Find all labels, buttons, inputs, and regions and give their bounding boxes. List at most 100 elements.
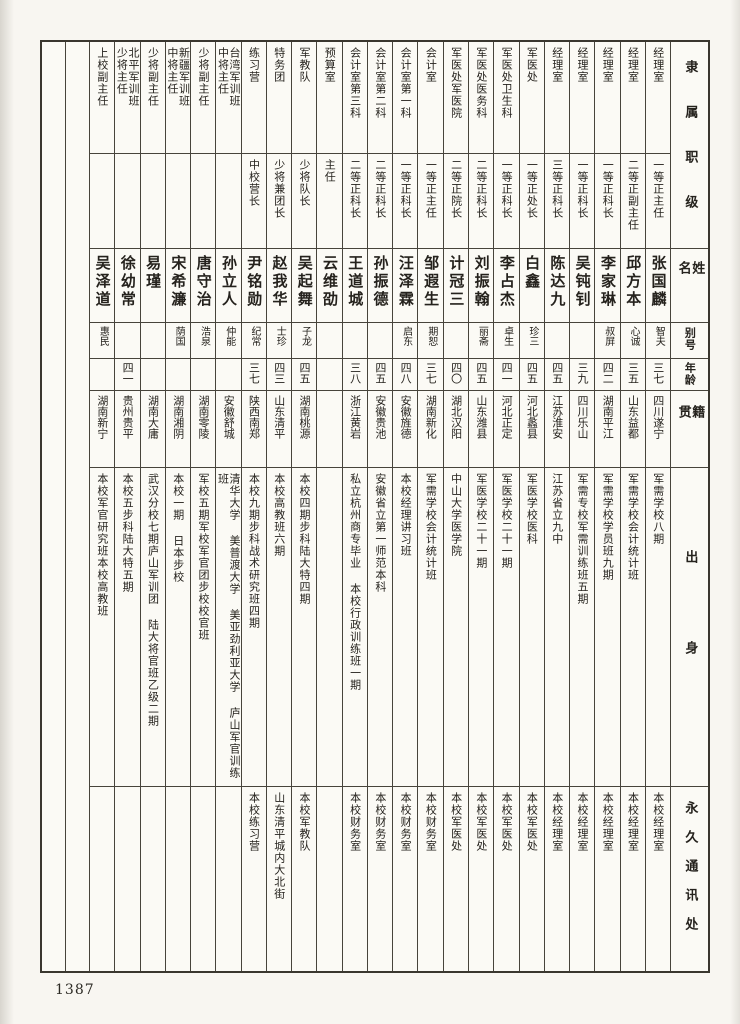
person-column-吴泽道: 上校副主任 吴泽道 惠民 湖南新宁 本校军官研究班本校高教班 bbox=[90, 42, 116, 971]
name-text: 陈达九 bbox=[548, 255, 567, 310]
address-text: 本校军医处 bbox=[500, 791, 514, 852]
alias-cell: 启东 bbox=[393, 323, 418, 359]
native-place-cell: 安徽舒城 bbox=[216, 391, 241, 469]
unit-cell: 经理室 bbox=[620, 42, 645, 154]
unit-cell: 经理室 bbox=[645, 42, 671, 154]
age-text: 四三 bbox=[272, 361, 286, 384]
address-cell: 本校财务室 bbox=[418, 787, 442, 971]
unit-text: 练习营 bbox=[247, 47, 261, 83]
alias-cell bbox=[342, 323, 367, 359]
age-text: 四五 bbox=[474, 361, 488, 384]
age-cell: 三八 bbox=[342, 359, 367, 391]
person-column-吴钝钊: 经理室 一等正科长 吴钝钊 三九 四川乐山 军需专校军需训练班五期 本校经理室 bbox=[570, 42, 596, 971]
alias-cell: 心诚 bbox=[620, 323, 645, 359]
page-number: 1387 bbox=[55, 982, 95, 998]
unit-text: 预算室 bbox=[323, 47, 337, 83]
person-column-白鑫: 军医处 一等正处长 白鑫 珍三 四五 河北蠡县 军医学校医科 本校军医处 bbox=[519, 42, 545, 971]
alias-cell: 士珍 bbox=[266, 323, 292, 359]
name-text: 尹铭勋 bbox=[245, 255, 264, 310]
empty-column bbox=[42, 42, 66, 971]
address-cell bbox=[90, 787, 114, 971]
name-cell: 孙振德 bbox=[367, 249, 393, 323]
alias-cell bbox=[317, 323, 342, 359]
native-place-cell: 河北正定 bbox=[494, 391, 519, 469]
rank-cell: 一等正科长 bbox=[595, 154, 620, 250]
unit-text: 军教队 bbox=[298, 47, 312, 83]
alias-cell bbox=[443, 323, 468, 359]
age-cell: 四〇 bbox=[443, 359, 468, 391]
native-text: 河北蠡县 bbox=[525, 394, 539, 439]
rank-cell: 一等正科长 bbox=[494, 154, 519, 250]
person-column-吴起舞: 军教队 少将队长 吴起舞 子龙 四五 湖南桃源 本校四期步科陆大特四期 本校军教… bbox=[292, 42, 318, 971]
rank-cell bbox=[90, 154, 115, 250]
address-text: 本校经理室 bbox=[601, 791, 615, 852]
unit-cell: 军医处卫生科 bbox=[494, 42, 519, 154]
unit-text: 经理室 bbox=[626, 47, 640, 83]
alias-cell bbox=[367, 323, 393, 359]
name-text: 唐守治 bbox=[194, 255, 213, 310]
rank-text: 一等正科长 bbox=[575, 158, 589, 219]
header-affiliation-rank-label: 隶属职级 bbox=[682, 60, 698, 240]
age-cell bbox=[140, 359, 165, 391]
age-text: 四二 bbox=[601, 361, 615, 384]
alias-cell bbox=[115, 323, 140, 359]
person-column-宋希濂: 新疆军训班 中将主任 宋希濂 荫国 湖南湘阴 本校一期 日本步校 bbox=[165, 42, 192, 971]
background-cell: 军医学校二十一期 bbox=[494, 468, 519, 787]
person-column-李家琳: 经理室 一等正科长 李家琳 叔屏 四二 湖南平江 军需学校学员班九期 本校经理室 bbox=[595, 42, 621, 971]
age-text: 四五 bbox=[298, 361, 312, 384]
header-age-label: 年龄 bbox=[683, 361, 697, 386]
rank-text: 一等正科长 bbox=[601, 158, 615, 219]
alias-text: 启东 bbox=[400, 325, 412, 346]
name-text: 云维劭 bbox=[321, 255, 340, 310]
header-background: 出身 bbox=[671, 468, 709, 787]
rank-cell: 一等正处长 bbox=[519, 154, 544, 250]
background-cell: 本校军官研究班本校高教班 bbox=[90, 468, 115, 787]
header-native-place: 籍贯 bbox=[671, 391, 709, 469]
rank-text: 三等正科长 bbox=[550, 158, 564, 219]
age-cell bbox=[317, 359, 342, 391]
native-text: 湖南平江 bbox=[601, 394, 615, 439]
native-place-cell: 湖南湘阴 bbox=[165, 391, 191, 469]
native-place-cell: 安徽旌德 bbox=[393, 391, 418, 469]
unit-text: 少将副主任 bbox=[146, 47, 160, 107]
address-text: 本校财务室 bbox=[373, 791, 387, 852]
background-cell: 江苏省立九中 bbox=[544, 468, 570, 787]
name-text: 孙振德 bbox=[371, 255, 390, 310]
age-cell: 三七 bbox=[418, 359, 443, 391]
address-text: 本校军医处 bbox=[449, 791, 463, 852]
name-cell: 李家琳 bbox=[595, 249, 620, 323]
unit-cell: 新疆军训班 中将主任 bbox=[165, 42, 191, 154]
alias-text: 卓生 bbox=[501, 325, 513, 346]
native-place-cell: 江苏淮安 bbox=[544, 391, 570, 469]
age-cell: 四五 bbox=[367, 359, 393, 391]
alias-cell bbox=[570, 323, 595, 359]
name-text: 易瑾 bbox=[144, 255, 163, 292]
native-place-cell: 河北蠡县 bbox=[519, 391, 544, 469]
age-cell: 四五 bbox=[519, 359, 544, 391]
address-text: 本校财务室 bbox=[424, 791, 438, 852]
person-column-汪泽霖: 会计室第一科 一等正科长 汪泽霖 启东 四八 安徽旌德 本校经理讲习班 本校财务… bbox=[393, 42, 419, 971]
person-column-张国麟: 经理室 一等正主任 张国麟 智夫 三七 四川遂宁 军需学校八期 本校经理室 bbox=[645, 42, 672, 971]
background-text: 安徽省立第一师范本科 bbox=[373, 473, 387, 594]
background-cell: 军需学校会计统计班 bbox=[620, 468, 645, 787]
age-text: 四五 bbox=[550, 361, 564, 384]
name-text: 计冠三 bbox=[447, 255, 466, 310]
age-cell: 四五 bbox=[468, 359, 494, 391]
age-cell: 四三 bbox=[266, 359, 292, 391]
background-text: 军需专校军需训练班五期 bbox=[575, 473, 589, 606]
person-column-易瑾: 少将副主任 易瑾 湖南大庸 武汉分校七期庐山军训团 陆大将官班乙级二期 bbox=[140, 42, 166, 971]
native-place-cell: 湖南新宁 bbox=[90, 391, 115, 469]
native-text: 山东清平 bbox=[272, 394, 286, 439]
background-text: 私立杭州商专毕业 本校行政训练班一期 bbox=[348, 473, 362, 692]
background-text: 中山大学医学院 bbox=[449, 473, 463, 558]
background-cell: 军需学校八期 bbox=[645, 468, 671, 787]
age-text: 三七 bbox=[247, 361, 261, 384]
background-cell: 军需专校军需训练班五期 bbox=[570, 468, 595, 787]
address-text: 本校经理室 bbox=[550, 791, 564, 852]
rank-cell: 二等正科长 bbox=[468, 154, 494, 250]
alias-text: 珍三 bbox=[526, 325, 538, 346]
header-name: 姓名 bbox=[671, 249, 709, 323]
address-cell: 本校军医处 bbox=[469, 787, 493, 971]
scan-edge-right bbox=[730, 0, 740, 1024]
alias-cell: 珍三 bbox=[519, 323, 544, 359]
